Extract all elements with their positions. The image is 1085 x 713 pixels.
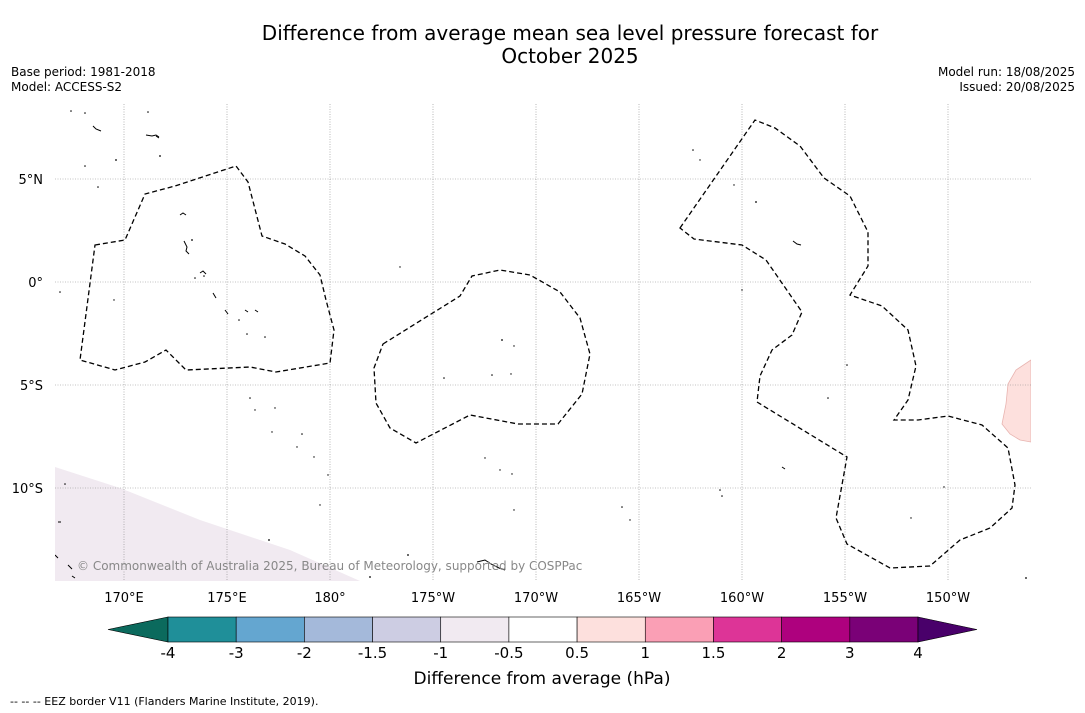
base-period-text: Base period: 1981-2018	[11, 65, 156, 79]
colorbar-tick-label: -3	[229, 644, 244, 662]
eez-border-central	[373, 269, 591, 444]
colorbar-bin	[440, 616, 510, 643]
lat-label-10s: 10°S	[12, 482, 43, 497]
colorbar-tick-label: -1	[433, 644, 448, 662]
eez-borders	[79, 119, 1016, 569]
colorbar-tick-label: 1	[640, 644, 650, 662]
colorbar-bin	[304, 616, 373, 643]
colorbar-bin	[508, 616, 578, 643]
colorbar-title: Difference from average (hPa)	[414, 669, 671, 689]
title-line-1: Difference from average mean sea level p…	[261, 21, 879, 45]
lon-label-175w: 175°W	[411, 591, 455, 606]
islets	[59, 110, 1027, 579]
lon-label-165w: 165°W	[617, 591, 661, 606]
colorbar-tick-label: -1.5	[358, 644, 387, 662]
colorbar-extend-low	[107, 616, 169, 643]
lat-label-5s: 5°S	[20, 379, 43, 394]
negative-anomaly-region	[55, 467, 360, 581]
colorbar-bin	[235, 616, 305, 643]
eez-legend-note: -- -- -- EEZ border V11 (Flanders Marine…	[10, 695, 319, 708]
colorbar-bin	[372, 616, 442, 643]
map-area: © Commonwealth of Australia 2025, Bureau…	[55, 104, 1031, 581]
latitude-labels: 5°N 0° 5°S 10°S	[12, 173, 43, 497]
gridlines	[55, 104, 1031, 581]
colorbar-tick-label: 1.5	[702, 644, 726, 662]
colorbar-tick-label: -2	[297, 644, 312, 662]
title-line-2: October 2025	[501, 44, 639, 68]
colorbar-bin	[849, 616, 919, 643]
eez-border-east	[679, 119, 1016, 569]
lon-label-160w: 160°W	[720, 591, 764, 606]
colorbar-tick-label: 4	[913, 644, 923, 662]
lat-label-0: 0°	[28, 276, 43, 291]
colorbar-tick-label: -0.5	[494, 644, 523, 662]
colorbar-tick-label: 0.5	[565, 644, 589, 662]
eez-border-west	[79, 165, 335, 373]
issued-text: Issued: 20/08/2025	[959, 80, 1075, 94]
metadata-left: Base period: 1981-2018 Model: ACCESS-S2	[11, 65, 156, 95]
map-title: Difference from average mean sea level p…	[0, 22, 1085, 68]
lon-label-175e: 175°E	[207, 591, 247, 606]
lon-label-170e: 170°E	[104, 591, 144, 606]
colorbar-tick-labels: -4 -3 -2 -1.5 -1 -0.5 0.5 1 1.5 2 3 4	[161, 644, 923, 662]
colorbar-bin	[167, 616, 237, 643]
lon-label-155w: 155°W	[823, 591, 867, 606]
lat-label-5n: 5°N	[19, 173, 44, 188]
colorbar-tick-label: 3	[845, 644, 855, 662]
colorbar-tick-label: 2	[777, 644, 787, 662]
lon-label-150w: 150°W	[926, 591, 970, 606]
colorbar-bin	[781, 616, 851, 643]
colorbar-tick-label: -4	[161, 644, 176, 662]
model-run-text: Model run: 18/08/2025	[937, 65, 1075, 79]
longitude-labels: 170°E 175°E 180° 175°W 170°W 165°W 160°W…	[104, 591, 970, 606]
metadata-right: Model run: 18/08/2025 Issued: 20/08/2025	[938, 65, 1075, 95]
colorbar-bin	[576, 616, 646, 643]
copyright-credit: © Commonwealth of Australia 2025, Bureau…	[77, 559, 582, 573]
colorbar-bin	[644, 616, 714, 643]
colorbar-bin	[713, 616, 782, 643]
lon-label-180: 180°	[314, 591, 345, 606]
positive-anomaly-region	[1001, 359, 1031, 443]
colorbar-extend-high	[917, 616, 978, 643]
colorbar	[107, 616, 978, 643]
islands	[55, 125, 802, 579]
model-text: Model: ACCESS-S2	[11, 80, 123, 94]
lon-label-170w: 170°W	[514, 591, 558, 606]
